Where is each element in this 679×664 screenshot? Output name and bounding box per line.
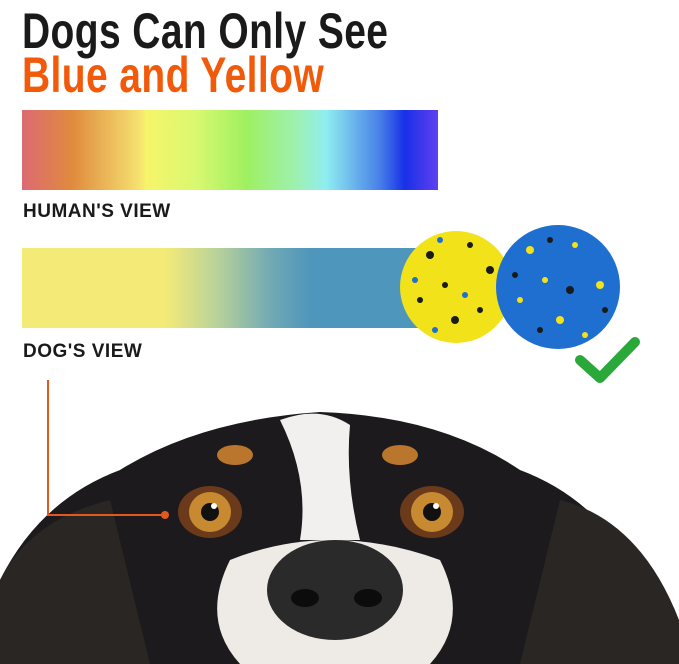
dog-view-label: DOG'S VIEW [23,341,143,362]
dog-photo [0,412,679,664]
blue-ball [496,225,620,349]
pointer-dot [161,511,169,519]
yellow-ball [400,231,512,343]
human-spectrum-bar [22,110,438,190]
checkmark-icon [575,337,640,383]
headline-line1: Dogs Can Only See [22,3,389,59]
pointer-line [47,380,163,516]
headline-line2: Blue and Yellow [22,47,325,103]
human-view-label: HUMAN'S VIEW [23,201,171,222]
dog-spectrum-bar [22,248,422,328]
